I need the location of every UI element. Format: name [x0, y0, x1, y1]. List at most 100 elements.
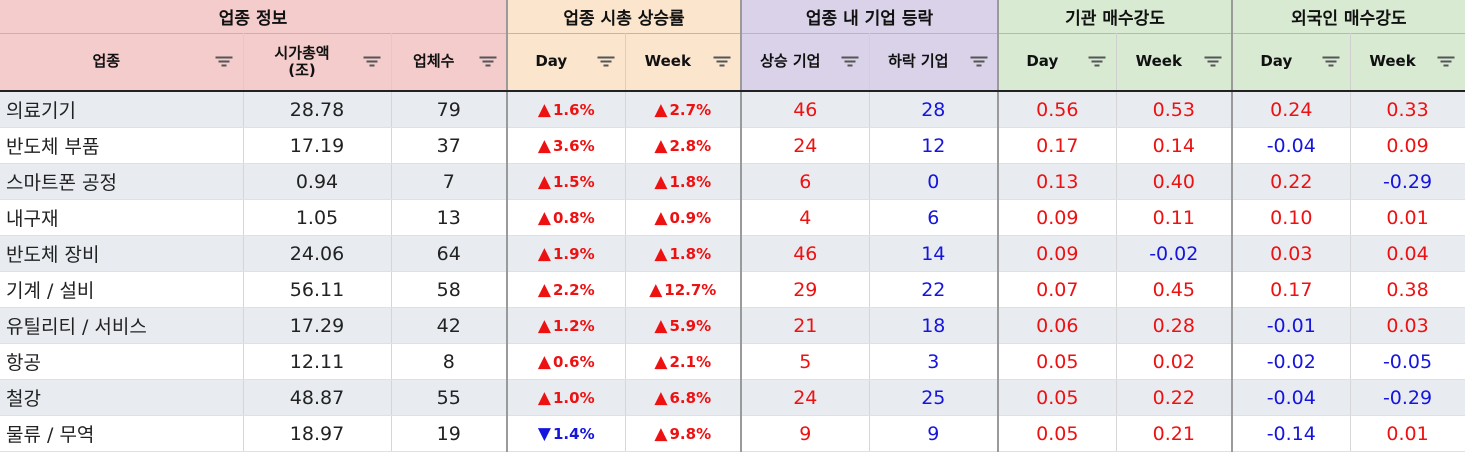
column-header: 업체수 [391, 33, 509, 92]
table-row: 철강 48.87 55 ▲ 1.0% ▲ 6.8% 24 25 0.05 0.22 -0.04 -0.2… [0, 379, 1465, 416]
cap-change-day: ▲ 0.6% [507, 343, 626, 380]
foreign-week: 0.09 [1350, 127, 1465, 164]
institution-week: 0.22 [1116, 379, 1234, 416]
falling-companies: 14 [869, 235, 1000, 272]
column-header: Week [625, 33, 743, 92]
cap-change-week: ▲ 12.7% [625, 271, 743, 308]
triangle-up-icon: ▲ [654, 387, 668, 408]
filter-icon[interactable] [1322, 56, 1340, 68]
institution-week: 0.28 [1116, 307, 1234, 344]
table-row: 항공 12.11 8 ▲ 0.6% ▲ 2.1% 5 3 0.05 0.02 -0.02 -0.05 [0, 343, 1465, 380]
table-row: 유틸리티 / 서비스 17.29 42 ▲ 1.2% ▲ 5.9% 21 18 0.06 0.28-… [0, 307, 1465, 344]
falling-companies: 3 [869, 343, 1000, 380]
falling-companies: 6 [869, 199, 1000, 236]
filter-icon[interactable] [970, 56, 988, 68]
column-header-label: Week [1369, 52, 1416, 71]
cap-change-day: ▲ 2.2% [507, 271, 626, 308]
column-header: 하락 기업 [869, 33, 1000, 92]
column-header: Day [507, 33, 626, 92]
group-header: 업종 시총 상승률 [507, 0, 743, 34]
institution-week: 0.53 [1116, 91, 1234, 128]
market-cap: 12.11 [243, 343, 392, 380]
company-count: 55 [391, 379, 509, 416]
filter-icon[interactable] [1204, 56, 1222, 68]
company-count: 7 [391, 163, 509, 200]
triangle-up-icon: ▲ [537, 315, 551, 336]
column-header: Day [998, 33, 1117, 92]
falling-companies: 0 [869, 163, 1000, 200]
company-count: 64 [391, 235, 509, 272]
sector-name: 반도체 장비 [0, 235, 244, 272]
institution-week: 0.21 [1116, 415, 1234, 452]
filter-icon[interactable] [479, 56, 497, 68]
foreign-week: -0.29 [1350, 379, 1465, 416]
column-header-label: Week [1135, 52, 1182, 71]
falling-companies: 18 [869, 307, 1000, 344]
foreign-day: 0.22 [1232, 163, 1351, 200]
filter-icon[interactable] [363, 56, 381, 68]
institution-week: 0.11 [1116, 199, 1234, 236]
institution-day: 0.09 [998, 235, 1117, 272]
institution-day: 0.05 [998, 379, 1117, 416]
filter-icon[interactable] [713, 56, 731, 68]
company-count: 13 [391, 199, 509, 236]
column-header-label: 하락 기업 [888, 52, 949, 71]
triangle-up-icon: ▲ [537, 351, 551, 372]
foreign-week: 0.01 [1350, 415, 1465, 452]
institution-day: 0.05 [998, 415, 1117, 452]
institution-week: 0.40 [1116, 163, 1234, 200]
filter-icon[interactable] [1088, 56, 1106, 68]
sector-name: 물류 / 무역 [0, 415, 244, 452]
market-cap: 56.11 [243, 271, 392, 308]
rising-companies: 24 [741, 379, 870, 416]
rising-companies: 29 [741, 271, 870, 308]
cap-change-week: ▲ 1.8% [625, 235, 743, 272]
foreign-day: 0.03 [1232, 235, 1351, 272]
triangle-up-icon: ▲ [537, 243, 551, 264]
market-cap: 0.94 [243, 163, 392, 200]
company-count: 19 [391, 415, 509, 452]
filter-icon[interactable] [841, 56, 859, 68]
sector-name: 철강 [0, 379, 244, 416]
triangle-up-icon: ▲ [537, 135, 551, 156]
cap-change-week: ▲ 2.1% [625, 343, 743, 380]
falling-companies: 22 [869, 271, 1000, 308]
market-cap: 18.97 [243, 415, 392, 452]
group-header-row: 업종 정보 업종 시총 상승률 업종 내 기업 등락 기관 매수강도 외국인 매수강도 [0, 0, 1465, 34]
market-cap: 24.06 [243, 235, 392, 272]
falling-companies: 25 [869, 379, 1000, 416]
triangle-up-icon: ▲ [654, 99, 668, 120]
rising-companies: 46 [741, 235, 870, 272]
foreign-week: -0.05 [1350, 343, 1465, 380]
triangle-down-icon: ▼ [537, 423, 551, 444]
column-header-label: Day [1026, 52, 1059, 71]
institution-day: 0.56 [998, 91, 1117, 128]
foreign-day: -0.01 [1232, 307, 1351, 344]
triangle-up-icon: ▲ [654, 207, 668, 228]
cap-change-day: ▲ 1.2% [507, 307, 626, 344]
institution-day: 0.07 [998, 271, 1117, 308]
table-row: 의료기기 28.78 79 ▲ 1.6% ▲ 2.7% 46 28 0.56 0.53 0.24 0.3… [0, 91, 1465, 128]
cap-change-week: ▲ 9.8% [625, 415, 743, 452]
filter-icon[interactable] [1437, 56, 1455, 68]
falling-companies: 12 [869, 127, 1000, 164]
foreign-week: 0.03 [1350, 307, 1465, 344]
triangle-up-icon: ▲ [537, 279, 551, 300]
foreign-day: 0.10 [1232, 199, 1351, 236]
cap-change-week: ▲ 2.8% [625, 127, 743, 164]
sector-name: 스마트폰 공정 [0, 163, 244, 200]
rising-companies: 5 [741, 343, 870, 380]
filter-icon[interactable] [215, 56, 233, 68]
foreign-week: 0.38 [1350, 271, 1465, 308]
column-header: Week [1116, 33, 1234, 92]
cap-change-day: ▼ 1.4% [507, 415, 626, 452]
sector-name: 의료기기 [0, 91, 244, 128]
cap-change-day: ▲ 1.5% [507, 163, 626, 200]
foreign-day: 0.17 [1232, 271, 1351, 308]
column-header-label: Week [644, 52, 691, 71]
filter-icon[interactable] [597, 56, 615, 68]
cap-change-week: ▲ 6.8% [625, 379, 743, 416]
group-header: 업종 정보 [0, 0, 509, 34]
institution-week: 0.14 [1116, 127, 1234, 164]
